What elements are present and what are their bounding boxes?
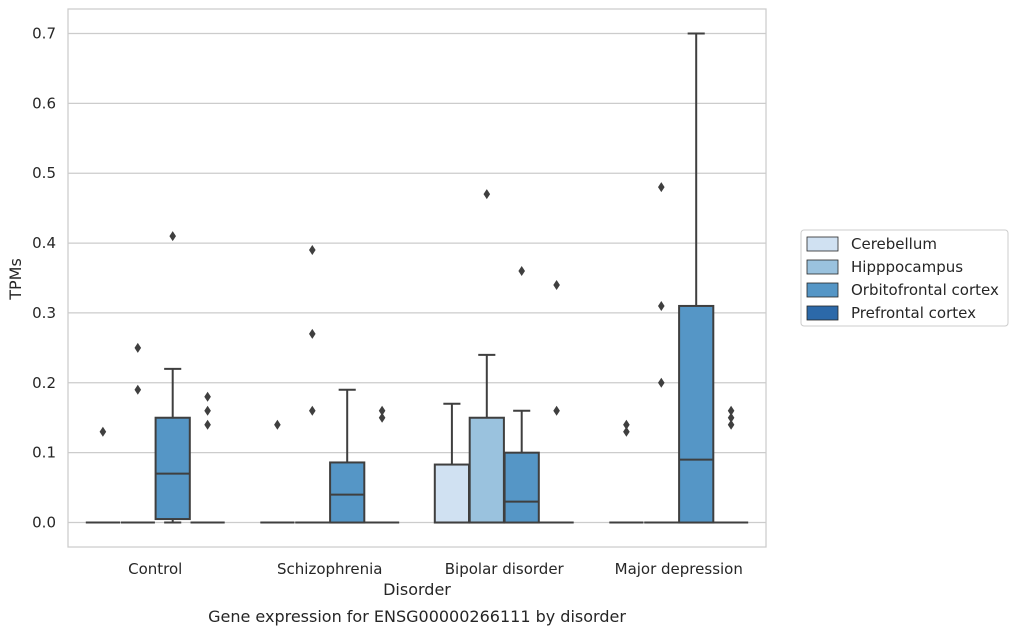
box-group (329, 388, 366, 524)
y-tick-label: 0.5 (32, 164, 56, 182)
box (468, 416, 505, 524)
legend: Cerebellum Hipppocampus Orbitofrontal co… (800, 229, 1009, 327)
legend-label-prefrontal-cortex: Prefrontal cortex (851, 304, 976, 322)
legend-item-hipppocampus: Hipppocampus (806, 258, 963, 276)
plot-area-frame (67, 8, 767, 548)
chart-caption: Gene expression for ENSG00000266111 by d… (208, 607, 626, 626)
outlier-point (274, 419, 281, 430)
outlier-point (727, 405, 735, 416)
box (503, 451, 540, 524)
outlier-point (204, 405, 211, 416)
legend-item-prefrontal-cortex: Prefrontal cortex (806, 304, 976, 322)
y-tick-label: 0.3 (32, 304, 56, 322)
outlier-point (309, 328, 316, 339)
legend-label-cerebellum: Cerebellum (851, 235, 937, 253)
outlier-point (483, 189, 491, 200)
x-axis-label: Disorder (383, 580, 451, 599)
box-group (433, 402, 471, 524)
outlier-point (623, 426, 630, 437)
outlier-point (169, 231, 176, 242)
box-group (260, 419, 295, 524)
outlier-point (99, 426, 107, 437)
outlier-point (134, 342, 142, 353)
outlier-point (309, 245, 316, 256)
box (433, 463, 471, 524)
x-tick-label: Control (128, 560, 182, 578)
box-group (503, 266, 540, 524)
box-group (154, 231, 191, 524)
box (678, 304, 715, 524)
box-group (364, 405, 400, 524)
outlier-point (623, 419, 630, 430)
outlier-point (204, 391, 211, 402)
box-group (120, 342, 155, 524)
outlier-point (658, 300, 665, 311)
box-group (85, 426, 121, 524)
y-tick-label: 0.0 (32, 514, 56, 532)
legend-swatch-hipppocampus (806, 259, 839, 275)
legend-swatch-orbitofrontal-cortex (806, 282, 839, 298)
outlier-point (378, 405, 386, 416)
y-tick-label: 0.6 (32, 94, 56, 112)
box (329, 461, 366, 524)
outlier-point (309, 405, 316, 416)
outlier-point (134, 384, 142, 395)
outlier-point (553, 279, 560, 290)
box-group (609, 419, 644, 524)
outlier-point (204, 419, 211, 430)
x-tick-label: Major depression (615, 560, 743, 578)
legend-swatch-cerebellum (806, 236, 839, 252)
y-tick-label: 0.4 (32, 234, 56, 252)
y-tick-label: 0.7 (32, 24, 56, 42)
boxes (85, 32, 749, 524)
outlier-point (658, 182, 665, 193)
x-tick-label: Bipolar disorder (445, 560, 565, 578)
legend-swatch-prefrontal-cortex (806, 305, 839, 321)
box-group (295, 245, 330, 524)
outlier-point (378, 412, 386, 423)
y-axis-label: TPMs (6, 258, 25, 301)
y-tick-label: 0.2 (32, 374, 56, 392)
outlier-point (658, 377, 665, 388)
box-group (678, 32, 715, 524)
y-tick-label: 0.1 (32, 444, 56, 462)
outlier-point (727, 412, 735, 423)
box-group (190, 391, 225, 524)
box (154, 416, 191, 521)
tick-labels: 0.0 0.1 0.2 0.3 0.4 0.5 0.6 0.7 Control Schizophr… (32, 24, 743, 578)
legend-frame (800, 229, 1009, 327)
outlier-point (518, 266, 525, 277)
legend-item-orbitofrontal-cortex: Orbitofrontal cortex (806, 281, 999, 299)
outlier-point (727, 419, 735, 430)
box-group (539, 279, 574, 524)
legend-label-orbitofrontal-cortex: Orbitofrontal cortex (851, 281, 999, 299)
box-group (713, 405, 749, 524)
box-group (644, 182, 679, 524)
x-tick-label: Schizophrenia (277, 560, 382, 578)
box-group (468, 189, 505, 524)
legend-item-cerebellum: Cerebellum (806, 235, 937, 253)
outlier-point (553, 405, 560, 416)
legend-label-hipppocampus: Hipppocampus (851, 258, 963, 276)
